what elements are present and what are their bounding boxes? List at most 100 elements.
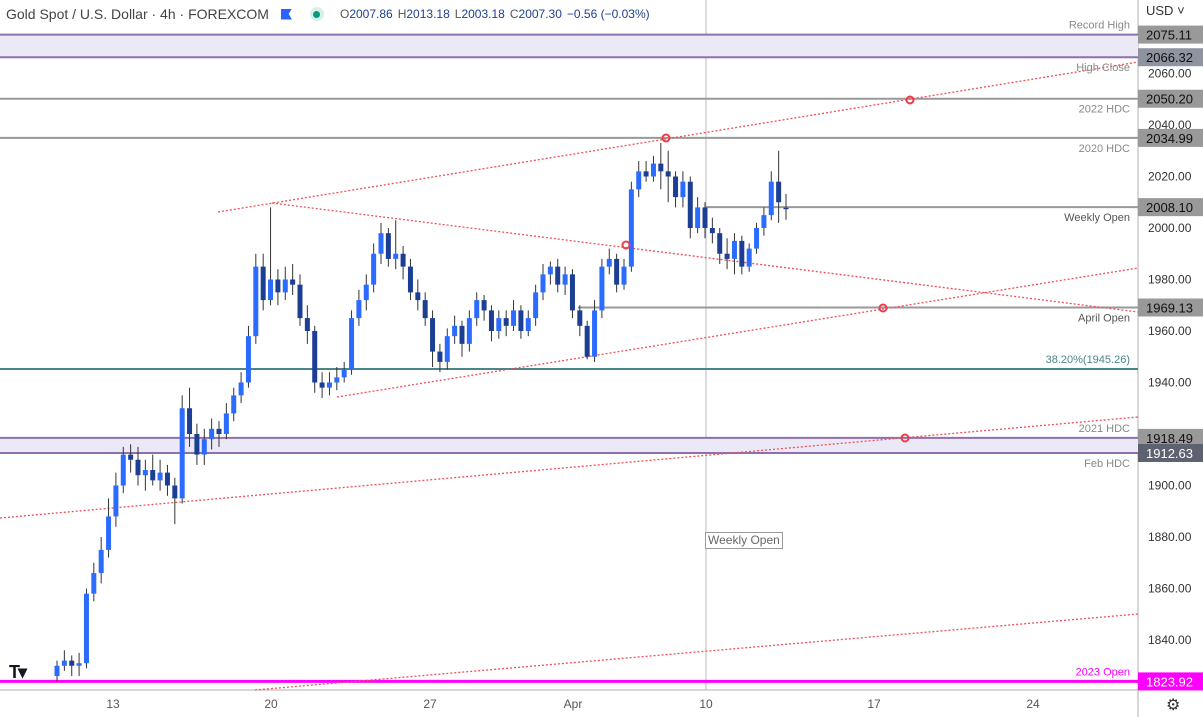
candle-body bbox=[614, 258, 620, 285]
candle-body bbox=[584, 325, 590, 357]
candle-body bbox=[680, 181, 686, 198]
candle-body bbox=[459, 325, 465, 344]
level-name-label: Feb HDC bbox=[1084, 458, 1130, 470]
candle-body bbox=[731, 240, 737, 259]
candle-body bbox=[187, 408, 193, 434]
candle-body bbox=[430, 318, 436, 352]
level-name-label: Record High bbox=[1069, 20, 1130, 32]
y-tick-label: 1940.00 bbox=[1148, 376, 1192, 390]
y-tick-label: 1980.00 bbox=[1148, 273, 1192, 287]
currency-selector[interactable]: USD ˅ bbox=[1146, 3, 1185, 18]
ohlc-open: O2007.86 bbox=[339, 7, 393, 21]
candle-body bbox=[69, 660, 75, 666]
level-name-label: High Close bbox=[1076, 62, 1130, 74]
candle-body bbox=[201, 439, 207, 455]
price-label-text: 2008.10 bbox=[1146, 200, 1193, 215]
candle-body bbox=[400, 253, 406, 267]
y-tick-label: 1860.00 bbox=[1148, 582, 1192, 596]
candle-body bbox=[83, 593, 89, 664]
trend-line bbox=[271, 202, 1139, 313]
price-label-text: 1823.92 bbox=[1146, 674, 1193, 689]
candle-body bbox=[378, 233, 384, 254]
candle-body bbox=[673, 176, 679, 198]
gear-icon[interactable]: ⚙ bbox=[1166, 697, 1181, 714]
candle-body bbox=[385, 233, 391, 259]
candle-body bbox=[319, 382, 325, 388]
x-tick-label: 24 bbox=[1026, 697, 1040, 711]
candle-body bbox=[216, 428, 222, 434]
price-label-text: 1918.49 bbox=[1146, 431, 1193, 446]
candle-body bbox=[113, 485, 119, 517]
candle-body bbox=[253, 266, 259, 337]
price-label-box bbox=[1138, 128, 1203, 147]
candle-body bbox=[569, 274, 575, 311]
candle-body bbox=[466, 318, 472, 344]
hdc-zone bbox=[0, 437, 1138, 453]
price-change: −0.56 (−0.03%) bbox=[566, 7, 650, 21]
candle-body bbox=[98, 549, 104, 574]
tradingview-logo[interactable]: T▾ bbox=[9, 662, 27, 682]
candle-body bbox=[592, 310, 598, 357]
candle-body bbox=[282, 279, 288, 293]
record-high-zone bbox=[0, 34, 1138, 58]
candle-body bbox=[650, 163, 656, 177]
candle-body bbox=[628, 189, 634, 267]
y-tick-label: 2060.00 bbox=[1148, 67, 1192, 81]
candle-body bbox=[172, 485, 178, 499]
price-label-text: 2075.11 bbox=[1146, 28, 1192, 43]
level-name-label: 2021 HDC bbox=[1079, 423, 1130, 435]
touch-point-circle bbox=[621, 240, 631, 250]
candle-body bbox=[164, 472, 170, 486]
y-tick-label: 1880.00 bbox=[1148, 530, 1192, 544]
flag-icon[interactable] bbox=[280, 8, 292, 20]
candle-body bbox=[231, 395, 237, 414]
candle-body bbox=[304, 318, 310, 331]
level-name-label: 2022 HDC bbox=[1079, 104, 1130, 116]
candle-body bbox=[76, 663, 82, 666]
x-tick-label: 17 bbox=[867, 697, 881, 711]
candle-body bbox=[687, 181, 693, 228]
trend-line bbox=[336, 267, 1139, 398]
price-label-box bbox=[1138, 89, 1203, 108]
candle-body bbox=[724, 253, 730, 259]
symbol-title[interactable]: Gold Spot / U.S. Dollar · 4h · FOREXCOM bbox=[6, 6, 269, 22]
candle-body bbox=[297, 284, 303, 319]
symbol-header: Gold Spot / U.S. Dollar · 4h · FOREXCOM … bbox=[6, 4, 650, 24]
candle-body bbox=[717, 233, 723, 254]
level-name-label: Weekly Open bbox=[1064, 212, 1130, 224]
candle-body bbox=[407, 266, 413, 293]
candle-body bbox=[61, 660, 67, 666]
candle-body bbox=[371, 253, 377, 285]
x-tick-label: 20 bbox=[264, 697, 278, 711]
candle-body bbox=[106, 516, 112, 550]
price-label-text: 1912.63 bbox=[1146, 446, 1193, 461]
touch-point-circle bbox=[661, 133, 671, 143]
candle-body bbox=[599, 266, 605, 311]
y-tick-label: 2000.00 bbox=[1148, 221, 1192, 235]
candle-body bbox=[695, 207, 701, 228]
trend-line bbox=[0, 416, 1139, 519]
candle-body bbox=[761, 215, 767, 228]
candle-body bbox=[356, 300, 362, 319]
x-tick-label: 10 bbox=[699, 697, 713, 711]
candle-body bbox=[444, 336, 450, 362]
candle-body bbox=[142, 470, 148, 476]
candle-body bbox=[349, 318, 355, 370]
candle-body bbox=[621, 266, 627, 285]
y-tick-label: 2020.00 bbox=[1148, 170, 1192, 184]
weekly-open-marker-label: Weekly Open bbox=[705, 532, 783, 549]
ohlc-low: L2003.18 bbox=[454, 7, 505, 21]
price-label-text: 2066.32 bbox=[1146, 50, 1193, 65]
candle-body bbox=[268, 279, 274, 301]
touch-point-circle bbox=[905, 95, 915, 105]
candle-body bbox=[746, 248, 752, 267]
candle-body bbox=[503, 318, 509, 326]
ohlc-close: C2007.30 bbox=[509, 7, 562, 21]
price-label-box bbox=[1138, 48, 1203, 67]
trend-line bbox=[217, 61, 1139, 213]
candle-body bbox=[562, 274, 568, 285]
candle-body bbox=[496, 318, 502, 331]
candle-body bbox=[709, 228, 715, 234]
candle-body bbox=[488, 310, 494, 331]
